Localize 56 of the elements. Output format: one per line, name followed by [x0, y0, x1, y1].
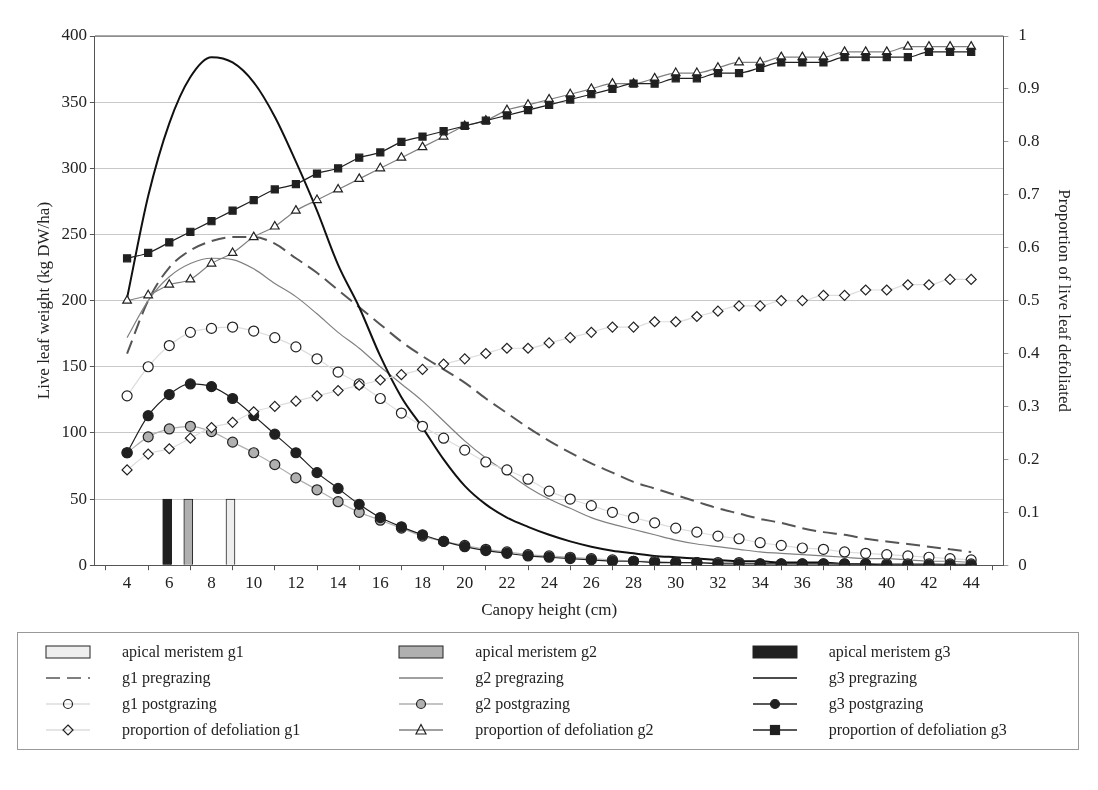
y-axis-title: Live leaf weight (kg DW/ha) — [33, 201, 53, 400]
x-tick-label: 38 — [836, 572, 854, 592]
legend-label: g1 postgrazing — [122, 695, 217, 713]
x-tick-label: 44 — [962, 572, 981, 592]
x-tick-label: 8 — [207, 572, 216, 592]
legend-label: g2 postgrazing — [475, 695, 570, 713]
y2-tick-label: 0.5 — [1018, 290, 1040, 310]
x-tick-label: 18 — [414, 572, 432, 592]
x-tick-label: 36 — [793, 572, 811, 592]
legend-label: apical meristem g3 — [828, 643, 951, 661]
x-tick-label: 20 — [456, 572, 474, 592]
y2-tick-label: 0.2 — [1018, 448, 1040, 468]
y-tick-label: 400 — [61, 25, 87, 45]
y2-tick-label: 0.3 — [1018, 395, 1040, 415]
y2-axis-title: Proportion of live leaf defoliated — [1055, 189, 1075, 413]
x-tick-label: 6 — [165, 572, 174, 592]
x-tick-label: 32 — [709, 572, 727, 592]
x-tick-label: 14 — [329, 572, 348, 592]
legend-label: proportion of defoliation g1 — [122, 721, 301, 739]
legend-label: proportion of defoliation g2 — [475, 721, 654, 739]
legend-label: apical meristem g2 — [475, 643, 598, 661]
y-tick-label: 350 — [61, 91, 87, 111]
x-tick-label: 22 — [498, 572, 516, 592]
x-tick-label: 4 — [122, 572, 132, 592]
x-tick-label: 40 — [878, 572, 896, 592]
y2-tick-label: 0.6 — [1018, 237, 1040, 257]
x-tick-label: 30 — [667, 572, 685, 592]
legend-label: g3 postgrazing — [828, 695, 924, 713]
y2-tick-label: 0.8 — [1018, 131, 1040, 151]
y2-tick-label: 0.4 — [1018, 342, 1041, 362]
y-tick-label: 150 — [61, 356, 87, 376]
y2-tick-label: 0.9 — [1018, 78, 1040, 98]
x-tick-label: 26 — [582, 572, 600, 592]
y-tick-label: 100 — [61, 422, 87, 442]
y2-tick-label: 0 — [1018, 554, 1027, 574]
legend-label: g1 pregrazing — [122, 669, 211, 687]
y-tick-label: 0 — [78, 554, 87, 574]
y-tick-label: 250 — [61, 223, 87, 243]
y-tick-label: 200 — [61, 290, 87, 310]
legend-label: g3 pregrazing — [828, 669, 918, 687]
x-tick-label: 34 — [751, 572, 770, 592]
x-tick-label: 42 — [920, 572, 938, 592]
legend-label: g2 pregrazing — [475, 669, 564, 687]
x-tick-label: 10 — [245, 572, 263, 592]
x-tick-label: 16 — [371, 572, 389, 592]
y-tick-label: 300 — [61, 157, 87, 177]
y-tick-label: 50 — [69, 488, 87, 508]
x-axis-title: Canopy height (cm) — [481, 600, 618, 620]
y2-tick-label: 0.1 — [1018, 501, 1040, 521]
x-tick-label: 28 — [625, 572, 643, 592]
y2-tick-label: 1 — [1018, 25, 1027, 45]
y2-tick-label: 0.7 — [1018, 184, 1041, 204]
legend-label: proportion of defoliation g3 — [828, 721, 1007, 739]
x-tick-label: 12 — [287, 572, 305, 592]
x-tick-label: 24 — [540, 572, 559, 592]
legend-label: apical meristem g1 — [122, 643, 244, 661]
